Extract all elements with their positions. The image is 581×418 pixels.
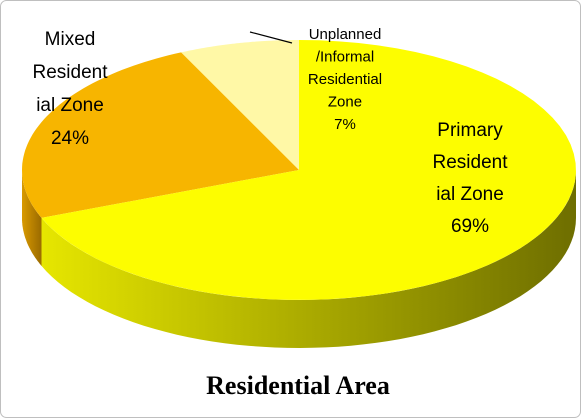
slice-label: Primary Resident ial Zone	[433, 120, 509, 205]
label-line: Residential	[308, 71, 382, 88]
value-label: 24%	[51, 128, 89, 149]
leader-line	[249, 31, 293, 44]
pie-slice	[22, 52, 299, 218]
slice-label: Unplanned/Informal Residential Zone	[308, 26, 382, 111]
label-line: /Informal	[316, 48, 374, 65]
label-line: Zone	[328, 93, 362, 110]
pie-slice	[181, 40, 299, 170]
chart-title: Residential Area	[206, 371, 390, 400]
label-line: Resident	[433, 152, 509, 173]
label-line: Mixed	[45, 29, 96, 50]
label-line: Resident	[33, 62, 109, 83]
label-line: Unplanned	[309, 26, 382, 43]
slice-label: Mixed Resident ial Zone	[33, 29, 109, 116]
label-line: ial Zone	[36, 95, 104, 116]
pie	[22, 40, 576, 348]
pie-side	[22, 170, 42, 266]
pie-slice	[41, 40, 576, 300]
label-line: ial Zone	[436, 184, 504, 205]
label-line: Primary	[437, 120, 503, 141]
value-label: 69%	[451, 216, 489, 237]
value-label: 7%	[334, 116, 356, 133]
pie-side	[41, 170, 576, 348]
